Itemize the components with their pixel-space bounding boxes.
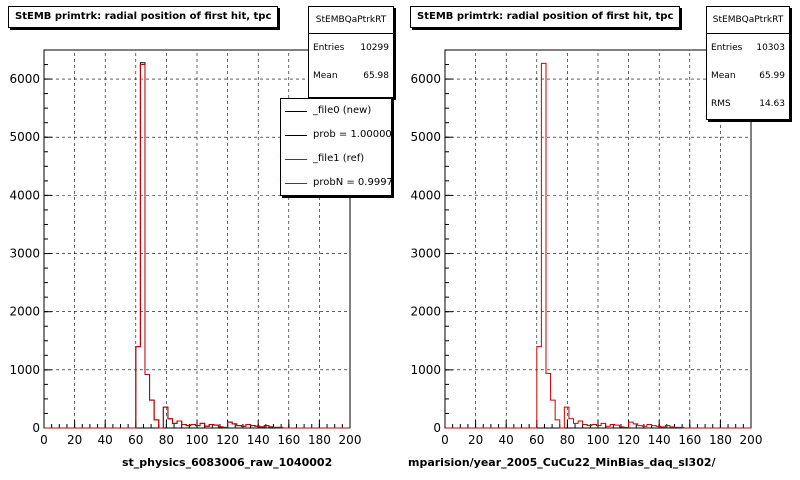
y-tick-label: 3000 (9, 247, 40, 261)
y-tick-label: 4000 (9, 188, 40, 202)
legend-text: probN = 0.999752 (313, 177, 392, 188)
legend-left: _file0 (new) prob = 1.000000 _file1 (ref… (280, 98, 392, 196)
chart-title-right: StEMB primtrk: radial position of first … (410, 6, 680, 28)
x-tick-label: 200 (740, 433, 763, 447)
stats-title: StEMBQaPtrkRT (707, 7, 789, 34)
x-tick-label: 60 (128, 433, 143, 447)
x-tick-label: 160 (277, 433, 300, 447)
x-tick-label: 140 (648, 433, 671, 447)
stats-row-entries: Entries 10303 (707, 34, 789, 62)
x-tick-label: 200 (339, 433, 362, 447)
y-tick-label: 0 (32, 421, 40, 435)
x-tick-label: 160 (678, 433, 701, 447)
stats-row-entries: Entries 10299 (309, 34, 393, 62)
x-tick-label: 100 (186, 433, 209, 447)
legend-text: _file0 (new) (313, 105, 372, 116)
histogram-file1ref (445, 62, 751, 429)
legend-line-red (285, 159, 307, 160)
stats-label: Entries (711, 43, 743, 53)
stats-row-mean: Mean 65.98 (309, 62, 393, 90)
stats-box-right: StEMBQaPtrkRT Entries 10303 Mean 65.99 R… (706, 6, 790, 120)
y-tick-label: 5000 (9, 130, 40, 144)
stats-label: RMS (711, 99, 731, 109)
legend-entry: _file1 (ref) (281, 147, 391, 171)
y-tick-label: 3000 (410, 247, 441, 261)
x-tick-label: 140 (247, 433, 270, 447)
y-tick-label: 2000 (9, 305, 40, 319)
x-tick-label: 0 (40, 433, 48, 447)
x-tick-label: 120 (216, 433, 239, 447)
x-tick-label: 180 (709, 433, 732, 447)
x-tick-label: 100 (587, 433, 610, 447)
y-tick-label: 2000 (410, 305, 441, 319)
y-tick-label: 6000 (9, 72, 40, 86)
x-tick-label: 40 (98, 433, 113, 447)
x-tick-label: 60 (529, 433, 544, 447)
stats-box-left: StEMBQaPtrkRT Entries 10299 Mean 65.98 (308, 6, 394, 98)
legend-line-black (285, 111, 307, 112)
stats-value: 65.99 (759, 71, 785, 81)
y-tick-label: 1000 (9, 363, 40, 377)
y-tick-label: 0 (433, 421, 441, 435)
stats-label: Mean (313, 71, 338, 81)
stats-value: 10299 (360, 43, 389, 53)
stats-row-mean: Mean 65.99 (707, 62, 789, 90)
x-tick-label: 20 (67, 433, 82, 447)
legend-text: _file1 (ref) (313, 153, 365, 164)
x-tick-label: 20 (468, 433, 483, 447)
y-tick-label: 5000 (410, 130, 441, 144)
y-tick-label: 6000 (410, 72, 441, 86)
x-tick-label: 180 (308, 433, 331, 447)
stats-value: 10303 (756, 43, 785, 53)
legend-line-black (285, 135, 307, 136)
histogram-file1ref (44, 64, 350, 429)
stats-row-rms: RMS 14.63 (707, 90, 789, 118)
x-tick-label: 80 (560, 433, 575, 447)
stats-title: StEMBQaPtrkRT (309, 7, 393, 34)
stats-label: Mean (711, 71, 736, 81)
legend-entry: probN = 0.999752 (281, 171, 391, 195)
stats-value: 14.63 (759, 99, 785, 109)
y-tick-label: 4000 (410, 188, 441, 202)
legend-entry: _file0 (new) (281, 99, 391, 123)
x-tick-label: 0 (441, 433, 449, 447)
x-caption-left: st_physics_6083006_raw_1040002 (122, 456, 333, 469)
legend-text: prob = 1.000000 (313, 129, 392, 140)
x-tick-label: 80 (159, 433, 174, 447)
x-tick-label: 120 (617, 433, 640, 447)
x-tick-label: 40 (499, 433, 514, 447)
stats-label: Entries (313, 43, 345, 53)
y-tick-label: 1000 (410, 363, 441, 377)
stats-value: 65.98 (363, 71, 389, 81)
chart-title-left: StEMB primtrk: radial position of first … (8, 6, 278, 28)
legend-line-red (285, 183, 307, 184)
legend-entry: prob = 1.000000 (281, 123, 391, 147)
x-caption-right: mparision/year_2005_CuCu22_MinBias_daq_s… (408, 456, 716, 469)
